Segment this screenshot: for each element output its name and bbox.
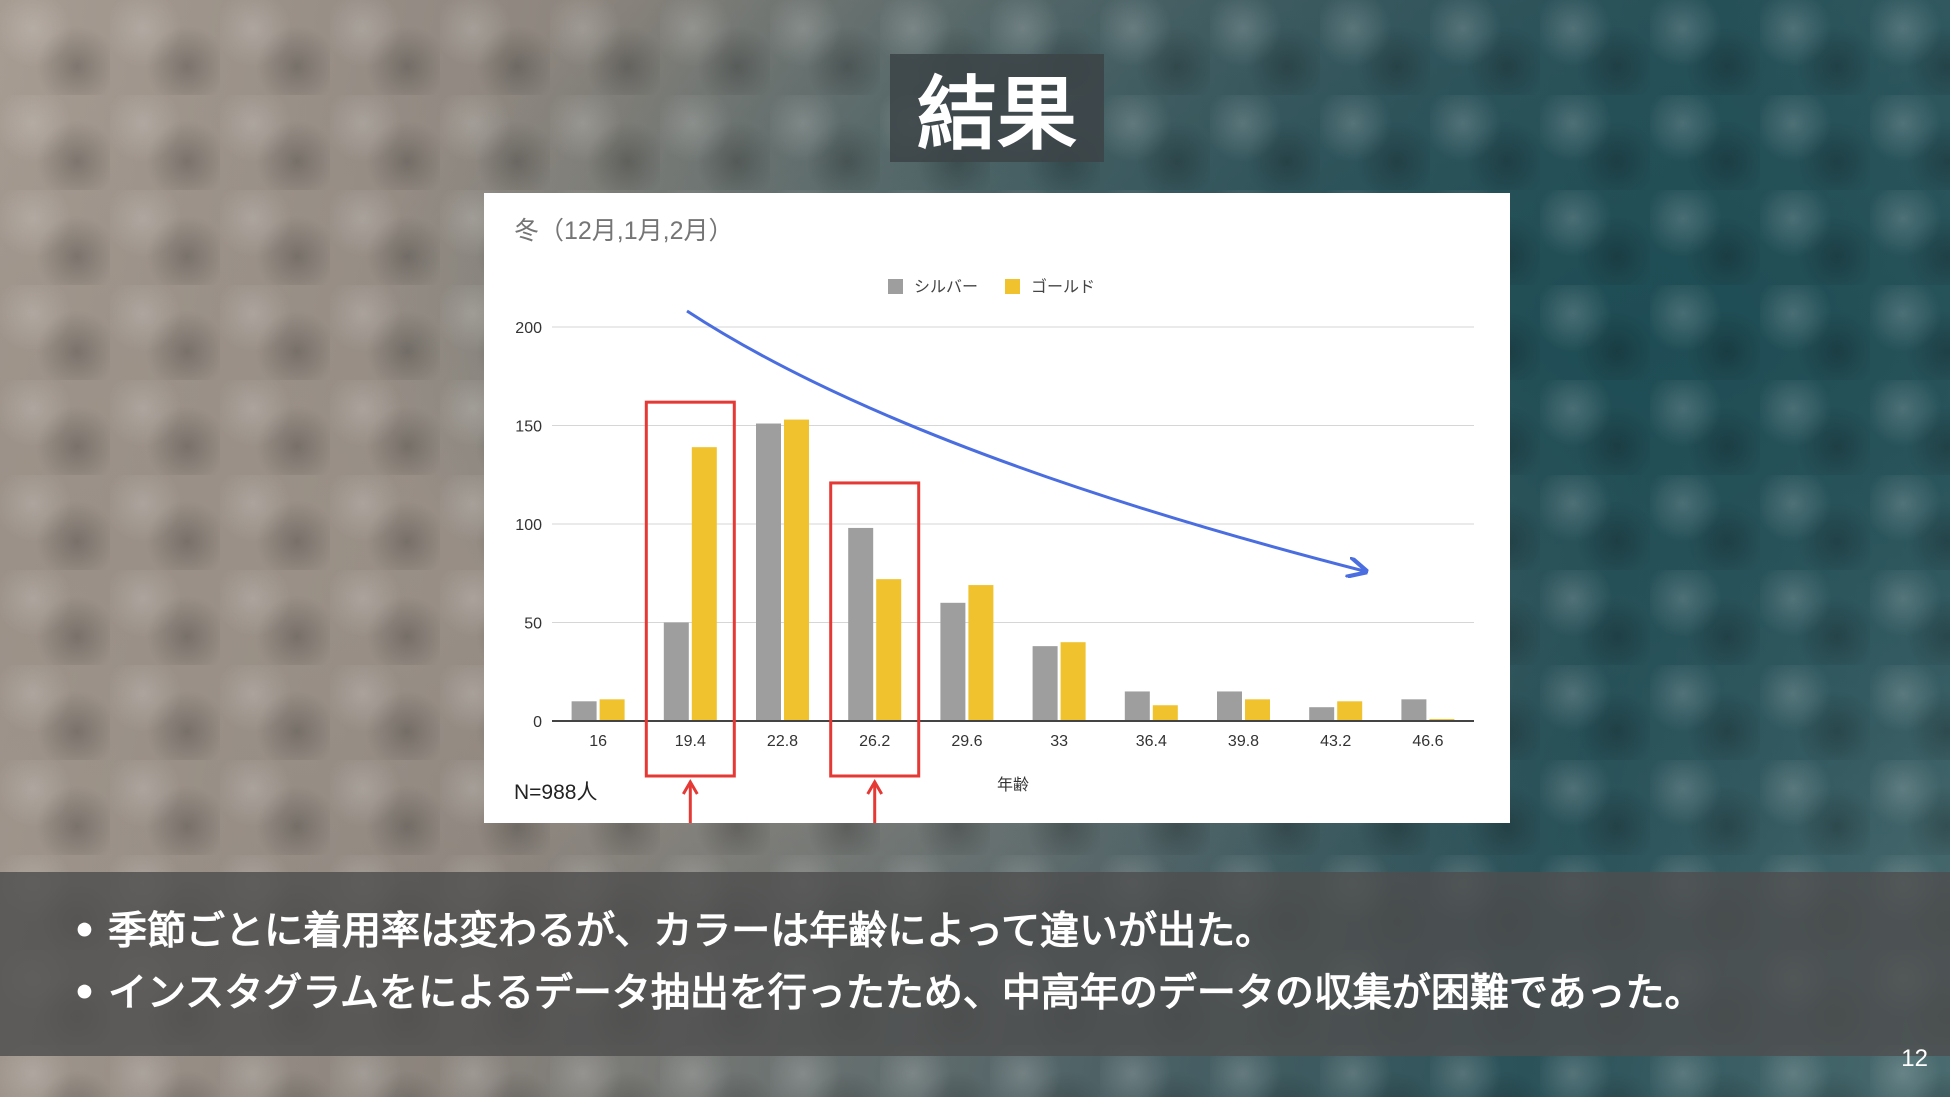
bar-gold [968,585,994,721]
bullet-item-2: • インスタグラムをによるデータ抽出を行ったため、中高年のデータの収集が困難であっ… [72,962,1704,1018]
legend-swatch-gold [1005,279,1020,294]
bullet-text: 季節ごとに着用率は変わるが、カラーは年齢によって違いが出た。 [108,908,1275,954]
bullet-item-1: • 季節ごとに着用率は変わるが、カラーは年齢によって違いが出た。 [72,900,1274,956]
bar-gold [691,447,717,721]
x-tick-label: 29.6 [951,733,982,750]
bullet-symbol: • [72,970,97,1016]
legend-label-silver: シルバー [914,279,978,296]
bar-gold [876,579,902,721]
bar-silver [1309,707,1335,721]
x-tick-label: 43.2 [1320,733,1351,750]
x-tick-label: 22.8 [767,733,798,750]
bar-silver [571,701,597,721]
highlight-arrow-head [866,779,883,795]
slide-title: 結果 [917,67,1077,161]
title-box: 結果 [890,54,1104,162]
bar-silver [848,527,874,721]
bar-gold [1245,699,1270,721]
legend-label-gold: ゴールド [1031,277,1095,296]
x-tick-label: 39.8 [1228,733,1259,750]
y-tick-label: 200 [515,320,542,337]
bar-gold [599,699,625,721]
bar-gold [1152,705,1178,721]
x-tick-label: 46.6 [1412,733,1443,750]
bullet-text: インスタグラムをによるデータ抽出を行ったため、中高年のデータの収集が困難であった… [108,970,1704,1016]
y-tick-label: 150 [515,419,542,436]
sample-size-note: N=988人 [514,781,597,804]
page-number: 12 [1901,1045,1928,1072]
summary-band: • 季節ごとに着用率は変わるが、カラーは年齢によって違いが出た。 • インスタグラム… [0,872,1950,1056]
highlight-boxes [644,400,921,823]
chart-card: 冬（12月,1月,2月） シルバー ゴールド 0 50 100 150 200 16 19… [484,193,1510,823]
bar-gold [1337,701,1363,721]
bar-gold [784,419,809,721]
x-tick-label: 36.4 [1136,733,1167,750]
gridlines [552,326,1474,623]
bar-silver [1032,646,1058,721]
trend-arrow [686,309,1364,571]
x-axis-label: 年齢 [997,776,1029,794]
bar-silver [663,622,689,721]
bar-silver [756,423,781,721]
bar-silver [1401,699,1427,721]
y-tick-label: 100 [515,517,542,534]
x-tick-label: 16 [589,733,607,750]
chart-title: 冬（12月,1月,2月） [514,217,734,245]
x-tick-label: 19.4 [675,733,706,750]
bars [571,419,1455,721]
bar-silver [1124,691,1150,721]
x-tick-label: 26.2 [859,733,890,750]
highlight-box [644,400,736,778]
y-tick-labels: 0 50 100 150 200 [515,320,542,731]
highlight-arrow-head [682,779,699,795]
legend-swatch-silver [888,279,903,294]
bar-silver [940,602,966,721]
bar-chart: 冬（12月,1月,2月） シルバー ゴールド 0 50 100 150 200 16 19… [514,217,1474,823]
x-tick-label: 33 [1050,733,1068,750]
highlight-box [829,481,921,778]
y-tick-label: 0 [533,714,542,731]
y-tick-label: 50 [524,616,542,633]
bar-silver [1217,691,1242,721]
x-tick-labels: 16 19.4 22.8 26.2 29.6 33 36.4 39.8 43.2 46.6 [589,733,1443,750]
bar-gold [1060,642,1086,721]
bullet-symbol: • [72,908,97,954]
